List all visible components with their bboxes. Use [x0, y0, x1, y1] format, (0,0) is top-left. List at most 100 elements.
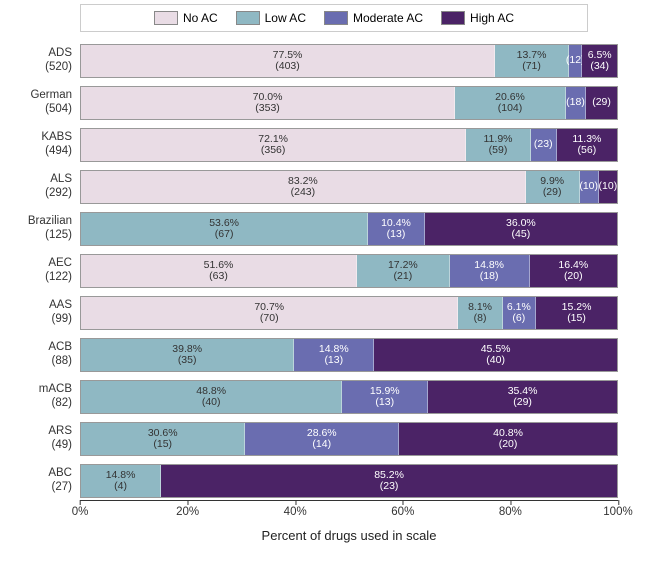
- bar-segment: 45.5%(40): [374, 339, 617, 371]
- bar-segment: 30.6%(15): [81, 423, 245, 455]
- segment-label: 77.5%(403): [273, 50, 303, 72]
- segment-label: 14.8%(4): [106, 470, 136, 492]
- bar-stack: 30.6%(15) 28.6%(14) 40.8%(20): [80, 422, 618, 456]
- y-axis-label: ABC(27): [0, 467, 72, 495]
- segment-label: (10): [599, 181, 618, 192]
- legend-item: Low AC: [236, 11, 306, 25]
- bar-row: Brazilian(125)53.6%(67)10.4%(13)36.0%(45…: [80, 212, 618, 246]
- y-axis-label: KABS(494): [0, 131, 72, 159]
- segment-label: 48.8%(40): [196, 386, 226, 408]
- segment-label: 70.0%(353): [253, 92, 283, 114]
- segment-label: (23): [534, 139, 553, 150]
- x-tick: 60%: [391, 506, 414, 518]
- x-tick: 20%: [176, 506, 199, 518]
- y-axis-label: ALS(292): [0, 173, 72, 201]
- y-axis-label: ADS(520): [0, 47, 72, 75]
- legend-swatch: [154, 11, 178, 25]
- bar-segment: 6.5%(34): [582, 45, 617, 77]
- segment-label: 14.8%(13): [319, 344, 349, 366]
- bar-row: ADS(520)77.5%(403)13.7%(71)(12)6.5%(34): [80, 44, 618, 78]
- segment-label: 53.6%(67): [209, 218, 239, 240]
- segment-label: 51.6%(63): [204, 260, 234, 282]
- segment-label: 10.4%(13): [381, 218, 411, 240]
- x-tick: 100%: [603, 506, 632, 518]
- bar-segment: 14.8%(4): [81, 465, 161, 497]
- segment-label: 11.9%(59): [484, 134, 513, 156]
- segment-label: 6.5%(34): [588, 50, 612, 72]
- bar-segment: 36.0%(45): [425, 213, 617, 245]
- bar-stack: 77.5%(403)13.7%(71)(12)6.5%(34): [80, 44, 618, 78]
- segment-label: 16.4%(20): [558, 260, 588, 282]
- bar-stack: 83.2%(243)9.9%(29)(10)(10): [80, 170, 618, 204]
- bar-stack: 70.0%(353) 20.6%(104)(18) (29): [80, 86, 618, 120]
- bar-segment: 17.2%(21): [357, 255, 450, 287]
- segment-label: 28.6%(14): [307, 428, 337, 450]
- bar-segment: 14.8%(18): [450, 255, 530, 287]
- x-tick: 0%: [72, 506, 89, 518]
- bar-stack: 70.7%(70) 8.1%(8) 6.1%(6) 15.2%(15): [80, 296, 618, 330]
- bar-segment: 53.6%(67): [81, 213, 368, 245]
- plot-area: ADS(520)77.5%(403)13.7%(71)(12)6.5%(34)G…: [80, 40, 618, 500]
- y-axis-label: ARS(49): [0, 425, 72, 453]
- bar-segment: 77.5%(403): [81, 45, 495, 77]
- bar-segment: (10): [599, 171, 617, 203]
- bars-wrapper: ADS(520)77.5%(403)13.7%(71)(12)6.5%(34)G…: [80, 40, 618, 498]
- bar-segment: 16.4%(20): [530, 255, 617, 287]
- legend-label: Moderate AC: [353, 11, 423, 25]
- bar-segment: 14.8%(13): [294, 339, 374, 371]
- x-axis: Percent of drugs used in scale 0%20%40%6…: [80, 500, 618, 550]
- legend-label: High AC: [470, 11, 514, 25]
- bar-segment: 40.8%(20): [399, 423, 617, 455]
- segment-label: 13.7%(71): [517, 50, 547, 72]
- segment-label: 35.4%(29): [508, 386, 538, 408]
- bar-row: KABS(494)72.1%(356)11.9%(59)(23)11.3%(56…: [80, 128, 618, 162]
- segment-label: 39.8%(35): [172, 344, 202, 366]
- y-axis-label: AEC(122): [0, 257, 72, 285]
- bar-segment: 48.8%(40): [81, 381, 342, 413]
- y-axis-label: Brazilian(125): [0, 215, 72, 243]
- bar-stack: 72.1%(356) 11.9%(59) (23) 11.3%(56): [80, 128, 618, 162]
- bar-segment: (29): [586, 87, 617, 119]
- bar-segment: 70.7%(70): [81, 297, 458, 329]
- bar-segment: 72.1%(356): [81, 129, 466, 161]
- x-tick: 40%: [284, 506, 307, 518]
- bar-stack: 51.6%(63) 17.2%(21) 14.8%(18) 16.4%(20): [80, 254, 618, 288]
- segment-label: (29): [592, 97, 611, 108]
- segment-label: 8.1%(8): [468, 302, 492, 324]
- y-axis-label: German(504): [0, 89, 72, 117]
- legend-item: High AC: [441, 11, 514, 25]
- bar-segment: 35.4%(29): [428, 381, 617, 413]
- bar-segment: 6.1%(6): [503, 297, 536, 329]
- segment-label: 9.9%(29): [540, 176, 564, 198]
- legend-item: Moderate AC: [324, 11, 423, 25]
- bar-segment: 8.1%(8): [458, 297, 502, 329]
- bar-segment: (23): [531, 129, 557, 161]
- legend-swatch: [324, 11, 348, 25]
- segment-label: 36.0%(45): [506, 218, 536, 240]
- segment-label: 83.2%(243): [288, 176, 318, 198]
- bar-segment: 39.8%(35): [81, 339, 294, 371]
- segment-label: (18): [566, 97, 585, 108]
- legend: No AC Low AC Moderate AC High AC: [80, 4, 588, 32]
- segment-label: 14.8%(18): [474, 260, 504, 282]
- y-axis-label: AAS(99): [0, 299, 72, 327]
- bar-segment: 13.7%(71): [495, 45, 569, 77]
- bar-segment: 20.6%(104): [455, 87, 566, 119]
- bar-row: ALS(292)83.2%(243)9.9%(29)(10)(10): [80, 170, 618, 204]
- bar-segment: (18): [566, 87, 586, 119]
- bar-row: AAS(99)70.7%(70)8.1%(8)6.1%(6)15.2%(15): [80, 296, 618, 330]
- segment-label: 72.1%(356): [258, 134, 288, 156]
- bar-segment: 15.2%(15): [536, 297, 617, 329]
- x-axis-label: Percent of drugs used in scale: [80, 528, 618, 543]
- segment-label: 11.3%(56): [572, 134, 601, 156]
- grid-line: [618, 40, 619, 500]
- segment-label: 70.7%(70): [254, 302, 284, 324]
- legend-label: No AC: [183, 11, 218, 25]
- segment-label: 85.2%(23): [374, 470, 404, 492]
- y-axis-label: mACB(82): [0, 383, 72, 411]
- bar-stack: 39.8%(35) 14.8%(13) 45.5%(40): [80, 338, 618, 372]
- bar-segment: 11.9%(59): [466, 129, 530, 161]
- segment-label: 15.2%(15): [562, 302, 592, 324]
- bar-segment: 85.2%(23): [161, 465, 617, 497]
- bar-segment: 9.9%(29): [526, 171, 580, 203]
